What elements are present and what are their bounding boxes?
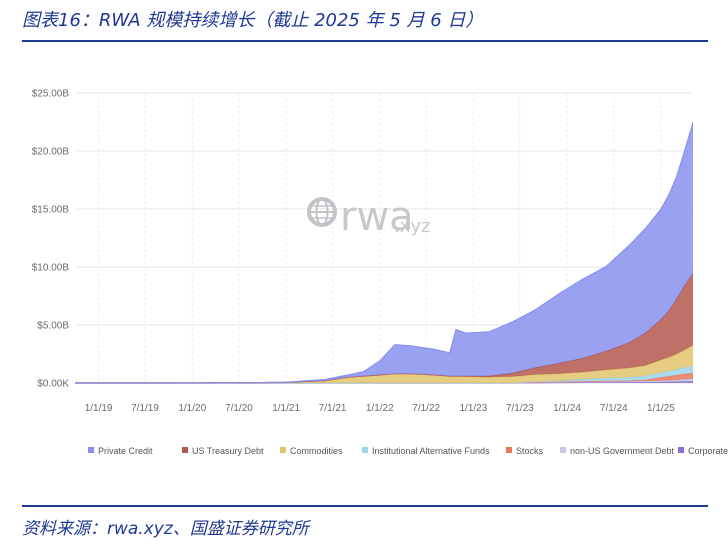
line-private-credit bbox=[75, 122, 694, 384]
legend-swatch-commodities bbox=[280, 447, 286, 453]
area-commodities bbox=[75, 345, 693, 383]
y-tick-label: $20.00B bbox=[32, 147, 70, 158]
chart-grid bbox=[75, 92, 693, 384]
source-rule bbox=[22, 505, 708, 507]
area-chart: $0.00K $5.00B $10.00B $15.00B $20.00B $25.00B… bbox=[32, 89, 728, 457]
y-tick-label: $25.00B bbox=[32, 89, 70, 100]
y-axis: $0.00K $5.00B $10.00B $15.00B $20.00B $25.00B bbox=[32, 89, 70, 390]
legend-swatch-private-credit bbox=[88, 447, 94, 453]
x-tick-label: 1/1/21 bbox=[272, 403, 300, 414]
y-tick-label: $15.00B bbox=[32, 205, 70, 216]
x-tick-label: 7/1/24 bbox=[600, 403, 628, 414]
legend-label-private-credit: Private Credit bbox=[98, 446, 153, 456]
globe-icon bbox=[307, 197, 337, 227]
x-tick-label: 1/1/23 bbox=[459, 403, 487, 414]
x-tick-label: 1/1/22 bbox=[366, 403, 394, 414]
legend-swatch-us-treasury-debt bbox=[182, 447, 188, 453]
legend-label-stocks: Stocks bbox=[516, 446, 544, 456]
y-tick-label: $10.00B bbox=[32, 263, 70, 274]
area-private-credit bbox=[75, 122, 693, 383]
legend-label-institutional-alternative-funds: Institutional Alternative Funds bbox=[372, 446, 490, 456]
title-rule bbox=[22, 40, 708, 42]
y-tick-label: $0.00K bbox=[37, 379, 69, 390]
x-tick-label: 7/1/19 bbox=[131, 403, 159, 414]
legend-label-us-treasury-debt: US Treasury Debt bbox=[192, 446, 264, 456]
watermark-suffix: .xyz bbox=[394, 216, 430, 237]
y-tick-label: $5.00B bbox=[37, 321, 69, 332]
x-tick-label: 1/1/20 bbox=[178, 403, 206, 414]
watermark: rwa .xyz bbox=[307, 194, 430, 240]
x-tick-label: 7/1/20 bbox=[225, 403, 253, 414]
legend-label-corporate-bonds: Corporate Bonds bbox=[688, 446, 728, 456]
figure-source: 资料来源：rwa.xyz、国盛证券研究所 bbox=[22, 519, 309, 539]
plot-series bbox=[75, 122, 694, 384]
legend-swatch-non-us-government-debt bbox=[560, 447, 566, 453]
x-tick-label: 1/1/19 bbox=[85, 403, 113, 414]
legend-label-non-us-government-debt: non-US Government Debt bbox=[570, 446, 675, 456]
legend: Private Credit US Treasury Debt Commoditie… bbox=[88, 446, 728, 456]
watermark-main: rwa bbox=[340, 194, 414, 240]
x-tick-label: 1/1/24 bbox=[553, 403, 581, 414]
legend-swatch-corporate-bonds bbox=[678, 447, 684, 453]
x-tick-label: 7/1/22 bbox=[412, 403, 440, 414]
x-tick-label: 1/1/25 bbox=[647, 403, 675, 414]
legend-swatch-institutional-alternative-funds bbox=[362, 447, 368, 453]
x-tick-label: 7/1/23 bbox=[506, 403, 534, 414]
x-axis: 1/1/19 7/1/19 1/1/20 7/1/20 1/1/21 7/1/21 1/1/… bbox=[85, 403, 676, 414]
figure-title: 图表16：RWA 规模持续增长（截止 2025 年 5 月 6 日） bbox=[22, 10, 484, 31]
legend-label-commodities: Commodities bbox=[290, 446, 343, 456]
x-tick-label: 7/1/21 bbox=[319, 403, 347, 414]
legend-swatch-stocks bbox=[506, 447, 512, 453]
